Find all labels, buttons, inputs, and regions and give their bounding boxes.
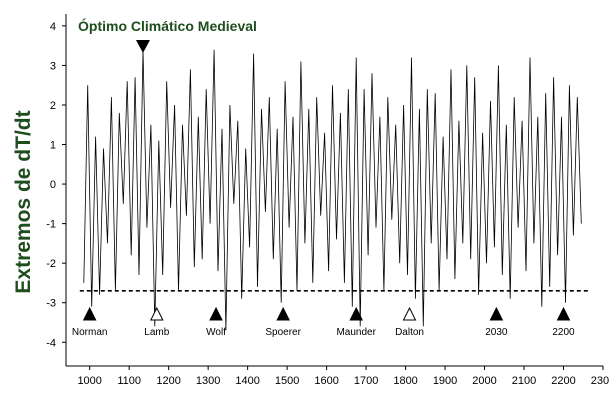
y-tick-label: 4 <box>50 21 56 33</box>
x-tick-label: 1100 <box>117 375 141 387</box>
event-marker-lamb: Lamb <box>144 306 170 338</box>
x-tick-label: 1000 <box>77 375 101 387</box>
x-tick-label: 2300 <box>591 375 609 387</box>
y-tick-label: -2 <box>46 258 56 270</box>
x-tick-label: 1700 <box>354 375 378 387</box>
open-triangle-icon <box>402 306 417 321</box>
x-tick-label: 2100 <box>512 375 536 387</box>
y-axis-label: Extremos de dT/dt <box>12 110 35 293</box>
x-tick-label: 1400 <box>235 375 259 387</box>
event-label: Lamb <box>144 327 169 338</box>
event-markers: Norman Lamb Wolf Spoerer Maunder Dalton 2030 22… <box>72 306 575 338</box>
event-label: Norman <box>72 327 108 338</box>
event-label: 2030 <box>485 327 508 338</box>
y-tick-label: -4 <box>46 337 56 349</box>
title-marker-icon <box>135 40 150 53</box>
y-tick-label: 0 <box>50 179 56 191</box>
event-label: 2200 <box>552 327 575 338</box>
axes <box>65 14 603 367</box>
y-tick-label: -1 <box>46 219 56 231</box>
filled-triangle-icon <box>209 306 223 321</box>
event-label: Wolf <box>206 327 226 338</box>
y-tick-label: 3 <box>50 60 56 72</box>
filled-triangle-icon <box>489 306 504 321</box>
x-tick-label: 1500 <box>275 375 299 387</box>
filled-triangle-icon <box>276 306 290 321</box>
y-tick-label: 2 <box>50 100 56 112</box>
series-line-dTdt <box>83 49 582 331</box>
y-axis-ticks: 4 3 2 1 0 -1 -2 -3 -4 <box>46 21 66 349</box>
x-tick-label: 2200 <box>551 375 575 387</box>
event-marker-maunder: Maunder <box>336 306 377 338</box>
title-group: Óptimo Climático Medieval <box>78 17 257 53</box>
event-label: Spoerer <box>265 327 301 338</box>
x-axis-ticks: 1000 1100 1200 1300 1400 1500 1600 1700 1800 1900… <box>77 366 609 387</box>
chart-title: Óptimo Climático Medieval <box>78 17 257 34</box>
event-marker-dalton: Dalton <box>395 306 424 338</box>
event-marker-wolf: Wolf <box>206 306 226 338</box>
y-tick-label: 1 <box>50 140 56 152</box>
x-tick-label: 1800 <box>393 375 417 387</box>
x-tick-label: 1200 <box>156 375 180 387</box>
event-label: Dalton <box>395 327 424 338</box>
x-tick-label: 1900 <box>433 375 457 387</box>
x-tick-label: 2000 <box>472 375 496 387</box>
event-marker-spoerer: Spoerer <box>265 306 302 338</box>
x-tick-label: 1600 <box>314 375 338 387</box>
event-marker-norman: Norman <box>72 306 108 338</box>
open-triangle-icon <box>150 306 164 321</box>
y-tick-label: -3 <box>46 298 56 310</box>
event-marker-2030: 2030 <box>485 306 508 338</box>
filled-triangle-icon <box>349 306 364 321</box>
event-marker-2200: 2200 <box>552 306 575 338</box>
filled-triangle-icon <box>556 306 571 321</box>
x-tick-label: 1300 <box>196 375 220 387</box>
filled-triangle-icon <box>82 306 97 321</box>
event-label: Maunder <box>336 327 376 338</box>
